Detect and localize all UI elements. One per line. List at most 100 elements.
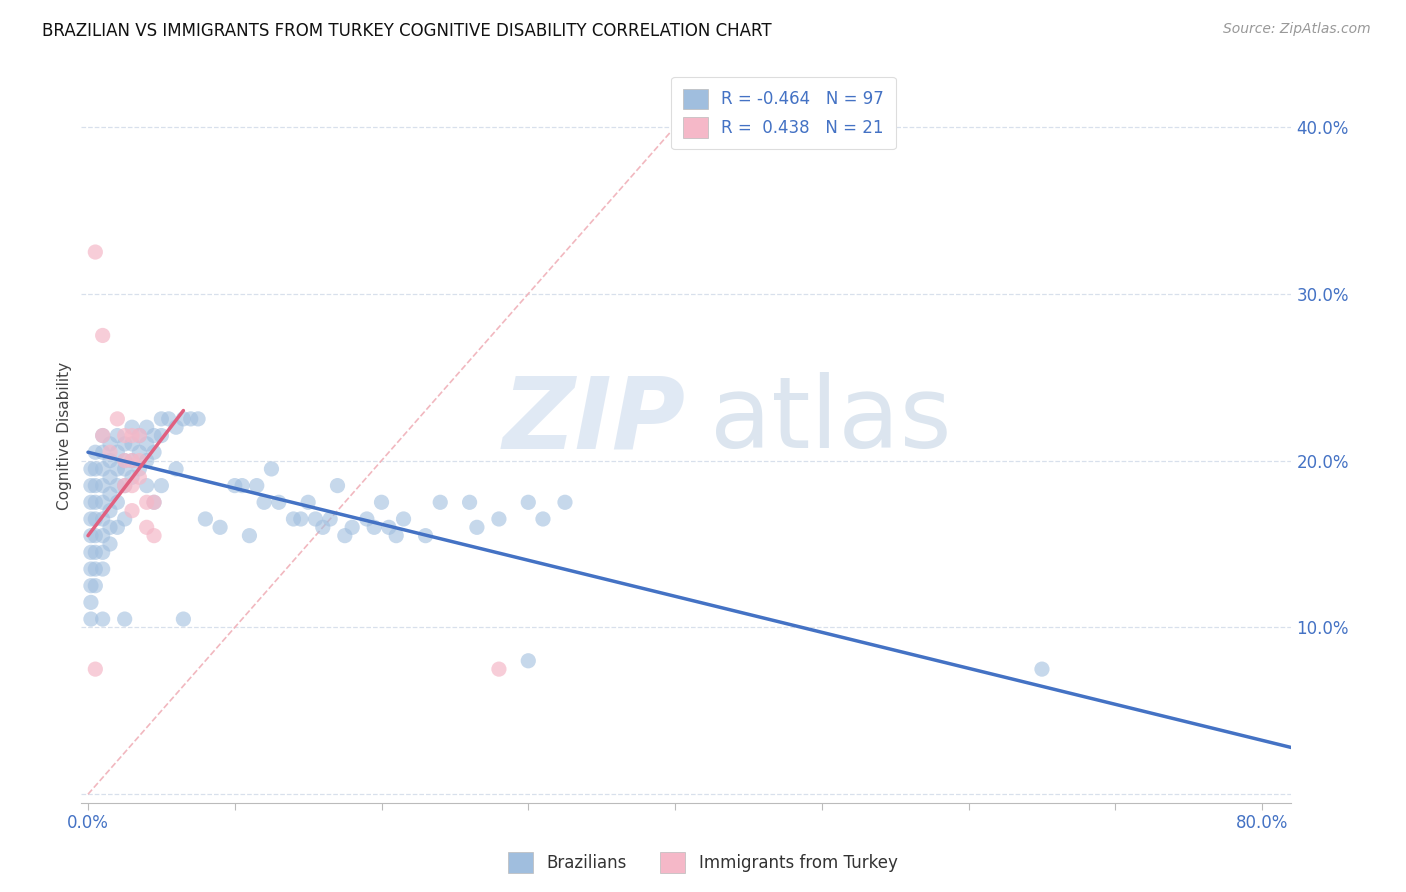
Point	[150, 412, 173, 426]
Text: Source: ZipAtlas.com: Source: ZipAtlas.com	[1223, 22, 1371, 37]
Point	[135, 520, 157, 534]
Point	[114, 453, 136, 467]
Point	[91, 328, 114, 343]
Point	[415, 529, 437, 543]
Point	[84, 462, 107, 476]
Point	[488, 662, 510, 676]
Point	[429, 495, 451, 509]
Point	[84, 662, 107, 676]
Text: BRAZILIAN VS IMMIGRANTS FROM TURKEY COGNITIVE DISABILITY CORRELATION CHART: BRAZILIAN VS IMMIGRANTS FROM TURKEY COGN…	[42, 22, 772, 40]
Point	[121, 478, 143, 492]
Point	[98, 445, 121, 459]
Point	[98, 503, 121, 517]
Point	[326, 478, 349, 492]
Point	[135, 420, 157, 434]
Point	[194, 512, 217, 526]
Point	[80, 529, 103, 543]
Point	[91, 478, 114, 492]
Text: ZIP: ZIP	[503, 372, 686, 469]
Point	[84, 495, 107, 509]
Point	[128, 445, 150, 459]
Point	[80, 478, 103, 492]
Point	[84, 529, 107, 543]
Point	[80, 562, 103, 576]
Point	[488, 512, 510, 526]
Point	[84, 579, 107, 593]
Point	[105, 495, 128, 509]
Point	[84, 478, 107, 492]
Point	[143, 495, 166, 509]
Text: atlas: atlas	[710, 372, 952, 469]
Point	[143, 428, 166, 442]
Point	[91, 445, 114, 459]
Point	[157, 412, 180, 426]
Point	[84, 545, 107, 559]
Legend: Brazilians, Immigrants from Turkey: Brazilians, Immigrants from Turkey	[502, 846, 904, 880]
Point	[98, 487, 121, 501]
Point	[340, 520, 363, 534]
Point	[121, 420, 143, 434]
Point	[105, 445, 128, 459]
Point	[143, 495, 166, 509]
Point	[517, 654, 540, 668]
Point	[165, 420, 187, 434]
Point	[128, 428, 150, 442]
Point	[98, 437, 121, 451]
Point	[224, 478, 246, 492]
Point	[84, 512, 107, 526]
Point	[165, 462, 187, 476]
Point	[363, 520, 385, 534]
Point	[517, 495, 540, 509]
Point	[209, 520, 232, 534]
Point	[319, 512, 342, 526]
Point	[80, 612, 103, 626]
Point	[458, 495, 481, 509]
Point	[98, 520, 121, 534]
Point	[80, 462, 103, 476]
Point	[98, 537, 121, 551]
Point	[128, 462, 150, 476]
Point	[91, 612, 114, 626]
Point	[114, 462, 136, 476]
Point	[80, 595, 103, 609]
Point	[135, 453, 157, 467]
Point	[114, 437, 136, 451]
Point	[84, 562, 107, 576]
Point	[246, 478, 269, 492]
Point	[304, 512, 326, 526]
Point	[531, 512, 554, 526]
Point	[91, 462, 114, 476]
Point	[187, 412, 209, 426]
Point	[84, 445, 107, 459]
Point	[128, 428, 150, 442]
Point	[465, 520, 488, 534]
Point	[172, 412, 194, 426]
Point	[98, 453, 121, 467]
Point	[392, 512, 415, 526]
Point	[121, 453, 143, 467]
Point	[260, 462, 283, 476]
Point	[105, 412, 128, 426]
Point	[135, 495, 157, 509]
Point	[114, 512, 136, 526]
Point	[150, 478, 173, 492]
Point	[231, 478, 253, 492]
Point	[238, 529, 260, 543]
Point	[105, 428, 128, 442]
Point	[121, 428, 143, 442]
Point	[143, 529, 166, 543]
Point	[91, 562, 114, 576]
Point	[385, 529, 408, 543]
Point	[121, 453, 143, 467]
Point	[91, 428, 114, 442]
Point	[143, 445, 166, 459]
Point	[135, 478, 157, 492]
Point	[333, 529, 356, 543]
Point	[135, 437, 157, 451]
Point	[98, 470, 121, 484]
Point	[105, 520, 128, 534]
Point	[91, 495, 114, 509]
Point	[128, 453, 150, 467]
Point	[80, 495, 103, 509]
Point	[554, 495, 576, 509]
